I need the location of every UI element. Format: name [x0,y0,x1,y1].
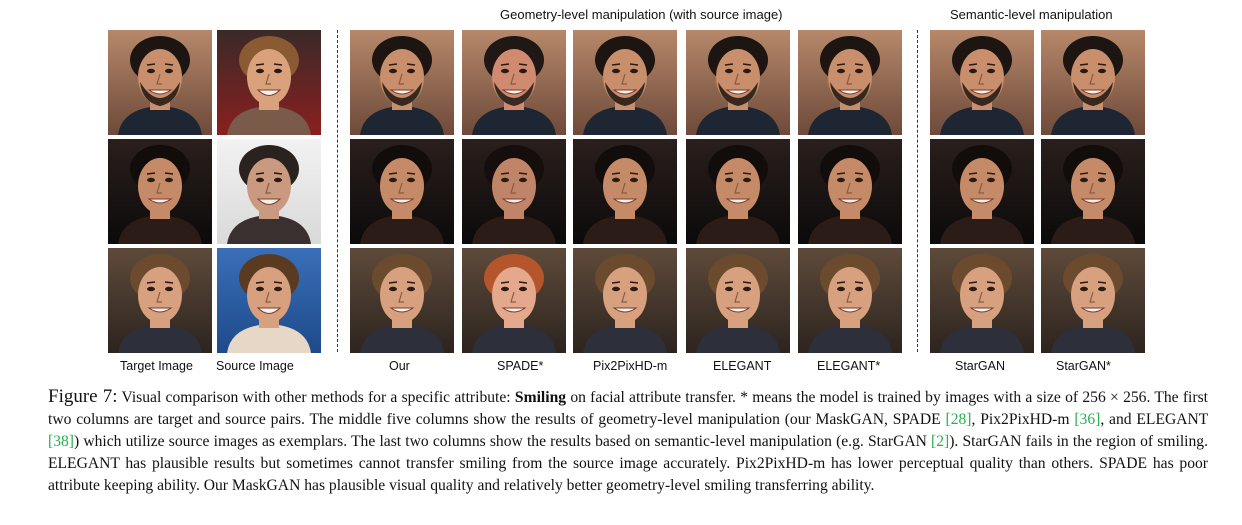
face-image [108,248,212,353]
face-image [350,248,454,353]
face-image [573,139,677,244]
figure-caption: Figure 7: Visual comparison with other m… [48,386,1208,497]
face-image [1041,248,1145,353]
caption-text: on facial attribute transfer. * means th… [48,389,1208,428]
face-image [573,30,677,135]
divider-right [917,30,918,352]
citation-link[interactable]: [36] [1074,411,1101,428]
column-label-our: Our [389,359,410,373]
column-label-source: Source Image [216,359,294,373]
column-label-stargan-star: StarGAN* [1056,359,1111,373]
column-label-stargan: StarGAN [955,359,1006,373]
face-image [108,139,212,244]
geometry-header: Geometry-level manipulation (with source… [500,7,783,22]
face-image [108,30,212,135]
face-image [462,139,566,244]
face-image [350,30,454,135]
face-image [686,248,790,353]
face-image [1041,30,1145,135]
caption-text: ). StarGAN fails in the region of smilin… [48,433,1208,494]
face-image [798,248,902,353]
caption-figure-label: Figure 7: [48,386,118,407]
caption-bold-term: Smiling [514,389,567,406]
column-label-elegant-star: ELEGANT* [817,359,881,373]
face-image [930,248,1034,353]
face-image [217,30,321,135]
face-image [686,30,790,135]
column-label-spade: SPADE* [497,359,544,373]
citation-link[interactable]: [2] [931,433,950,450]
caption-text: , Pix2PixHD-m [971,411,1070,428]
face-image [798,30,902,135]
column-label-pix2pixhd: Pix2PixHD-m [593,359,668,373]
face-image [930,30,1034,135]
semantic-header: Semantic-level manipulation [950,7,1113,22]
face-image [350,139,454,244]
column-label-elegant: ELEGANT [713,359,772,373]
face-image [686,139,790,244]
face-image [573,248,677,353]
citation-link[interactable]: [28] [945,411,972,428]
divider-left [337,30,338,352]
caption-text: Visual comparison with other methods for… [121,389,511,406]
face-image [217,139,321,244]
face-image [1041,139,1145,244]
face-image [462,30,566,135]
caption-text: ) which utilize source images as exempla… [73,433,927,450]
column-label-target: Target Image [120,359,193,373]
face-image [798,139,902,244]
face-image [930,139,1034,244]
citation-link[interactable]: [38] [48,433,74,450]
caption-text: , and ELEGANT [1100,411,1208,428]
face-image [462,248,566,353]
face-image [217,248,321,353]
